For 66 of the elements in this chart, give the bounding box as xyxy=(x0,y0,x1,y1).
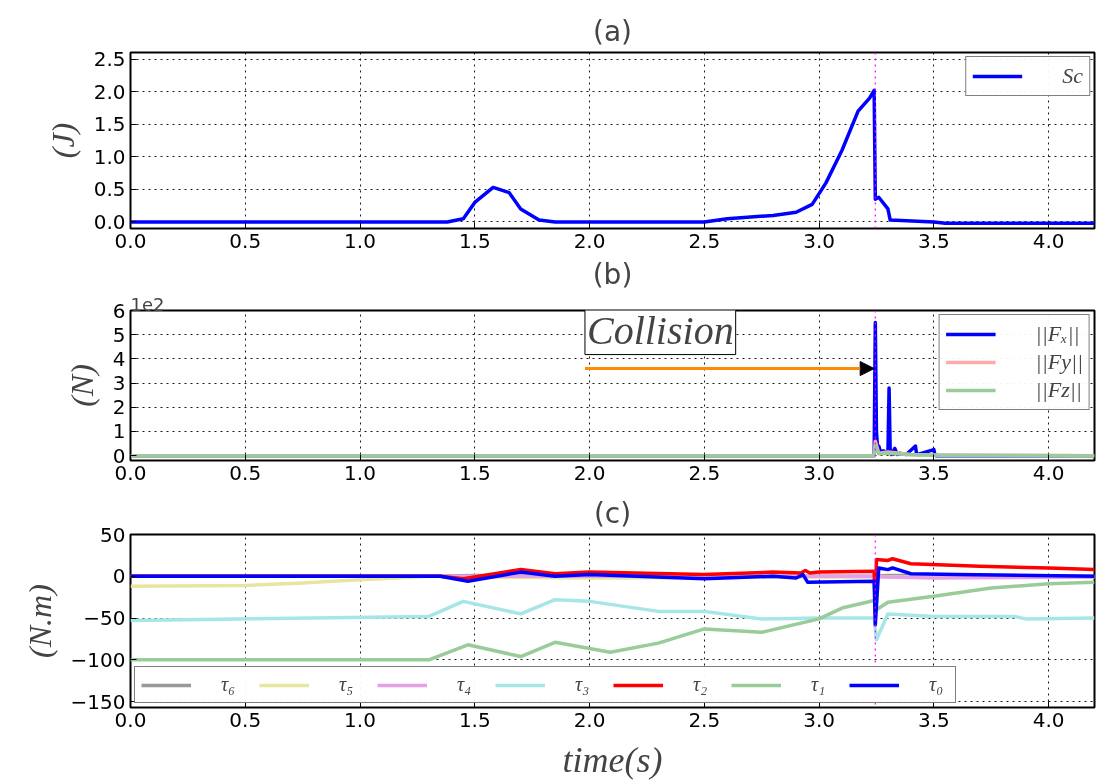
x-tick-label: 4.0 xyxy=(1032,707,1065,732)
legend-label: τ₀ xyxy=(929,673,945,696)
x-tick-label: 3.5 xyxy=(917,460,950,485)
x-tick-label: 0.5 xyxy=(229,707,262,732)
x-tick-label: 2.5 xyxy=(688,707,721,732)
x-tick-label: 1.5 xyxy=(458,460,491,485)
x-tick-label: 0.5 xyxy=(229,228,262,253)
x-tick-label: 3.0 xyxy=(803,707,835,732)
x-tick-label: 0.5 xyxy=(229,460,262,485)
y-tick-label: 6 xyxy=(112,298,126,323)
legend-label: ||Fy|| xyxy=(1035,349,1083,375)
x-tick-label: 3.5 xyxy=(917,228,950,253)
x-tick-label: 4.0 xyxy=(1032,228,1065,253)
annotation: 1e2 xyxy=(130,293,165,315)
y-tick-label: 1.5 xyxy=(93,112,126,137)
chart-title: (a) xyxy=(593,14,633,48)
x-tick-label: 2.0 xyxy=(573,707,606,732)
x-axis-title: time(s) xyxy=(562,739,663,780)
x-tick-label: 1.5 xyxy=(458,228,491,253)
line-series xyxy=(130,566,1095,627)
chart-title: (b) xyxy=(592,257,633,291)
y-tick-label: 0.5 xyxy=(93,177,126,202)
chart-title: (c) xyxy=(593,496,632,530)
y-tick-label: 5 xyxy=(112,322,126,347)
y-tick-label: 2.0 xyxy=(93,79,126,104)
x-tick-label: 3.5 xyxy=(917,707,950,732)
legend-label: Sc xyxy=(1062,63,1083,89)
legend-label: τ₄ xyxy=(457,673,473,696)
x-tick-label: 4.0 xyxy=(1032,460,1065,485)
x-tick-label: 1.5 xyxy=(458,707,491,732)
y-tick-label: 1 xyxy=(112,419,126,444)
x-tick-label: 2.5 xyxy=(688,228,721,253)
y-tick-label: −150 xyxy=(70,689,126,714)
x-tick-label: 1.0 xyxy=(344,228,376,253)
y-tick-label: 0.0 xyxy=(93,209,126,234)
x-tick-label: 3.0 xyxy=(803,460,835,485)
legend-label: τ₂ xyxy=(693,673,709,696)
legend-label: τ₆ xyxy=(221,673,237,696)
y-axis-title: (N.m) xyxy=(21,584,58,658)
y-tick-label: 3 xyxy=(112,371,126,396)
legend-label: ||Fz|| xyxy=(1035,377,1082,403)
y-tick-label: 50 xyxy=(100,522,126,547)
line-series xyxy=(130,597,1095,642)
legend-label: τ₅ xyxy=(339,673,355,696)
y-axis-title: (N) xyxy=(63,364,100,407)
legend-label: ||Fₓ|| xyxy=(1035,321,1080,347)
line-series xyxy=(130,580,1095,662)
legend-label: τ₁ xyxy=(811,673,827,696)
y-tick-label: 0 xyxy=(112,564,126,589)
legend-label: τ₃ xyxy=(575,673,591,696)
y-axis-title: (J) xyxy=(44,122,81,159)
y-tick-label: 4 xyxy=(112,346,126,371)
y-tick-label: −100 xyxy=(70,647,126,672)
y-tick-label: 2 xyxy=(112,395,126,420)
line-series xyxy=(130,444,1095,458)
x-tick-label: 3.0 xyxy=(803,228,835,253)
x-tick-label: 2.0 xyxy=(573,460,606,485)
line-series xyxy=(130,88,1095,226)
x-tick-label: 1.0 xyxy=(344,707,376,732)
annotation: Collision xyxy=(586,307,734,353)
y-tick-label: 2.5 xyxy=(93,47,126,72)
x-tick-label: 2.5 xyxy=(688,460,721,485)
x-tick-label: 1.0 xyxy=(344,460,376,485)
y-tick-label: 1.0 xyxy=(93,144,126,169)
y-tick-label: −50 xyxy=(83,606,126,631)
x-tick-label: 2.0 xyxy=(573,228,606,253)
